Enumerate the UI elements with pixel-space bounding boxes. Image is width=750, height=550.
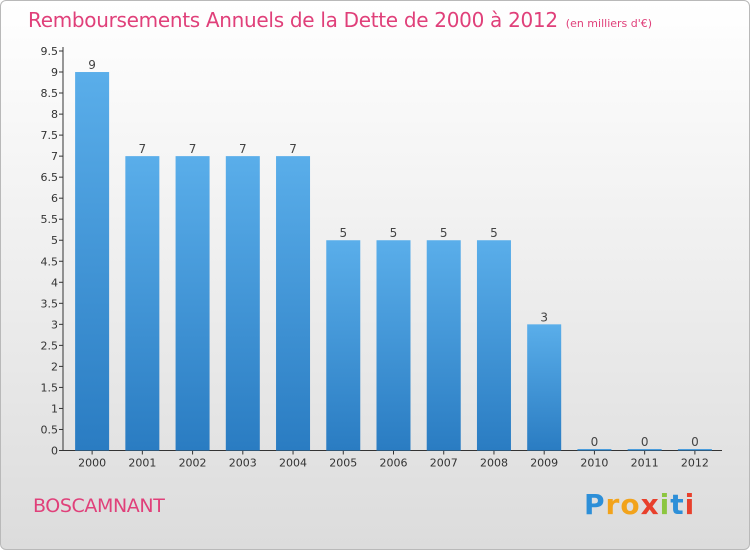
y-tick-label: 9 xyxy=(51,66,58,79)
y-tick-label: 3.5 xyxy=(41,297,59,310)
bar xyxy=(476,240,511,451)
data-label: 9 xyxy=(88,58,96,72)
bar xyxy=(376,240,411,451)
data-label: 3 xyxy=(540,310,548,324)
y-tick-label: 5 xyxy=(51,234,58,247)
data-label: 5 xyxy=(440,226,448,240)
x-tick-label: 2005 xyxy=(329,457,357,470)
y-tick-label: 7 xyxy=(51,150,58,163)
logo-letter: o xyxy=(620,488,641,521)
x-tick-label: 2004 xyxy=(279,457,307,470)
data-label: 7 xyxy=(189,142,197,156)
logo-letter: r xyxy=(605,488,621,521)
x-tick-label: 2000 xyxy=(78,457,106,470)
bar xyxy=(175,156,210,451)
y-tick-label: 5.5 xyxy=(41,213,59,226)
chart-title-text: Remboursements Annuels de la Dette de 20… xyxy=(28,8,558,32)
data-label: 5 xyxy=(490,226,498,240)
data-label: 7 xyxy=(289,142,297,156)
x-tick-label: 2012 xyxy=(681,457,709,470)
y-tick-label: 4.5 xyxy=(41,255,59,268)
logo-letter: t xyxy=(670,488,685,521)
bar xyxy=(326,240,361,451)
y-tick-label: 8 xyxy=(51,108,58,121)
y-tick-label: 7.5 xyxy=(41,129,59,142)
x-tick-label: 2009 xyxy=(530,457,558,470)
chart-title: Remboursements Annuels de la Dette de 20… xyxy=(28,8,652,32)
y-tick-label: 8.5 xyxy=(41,87,59,100)
logo-letter: P xyxy=(584,488,606,521)
y-tick-label: 3 xyxy=(51,318,58,331)
data-label: 0 xyxy=(591,435,599,449)
data-label: 5 xyxy=(339,226,347,240)
y-tick-label: 6.5 xyxy=(41,171,59,184)
logo-letter: i xyxy=(684,488,696,521)
logo-letter: i xyxy=(659,488,671,521)
data-label: 0 xyxy=(641,435,649,449)
y-tick-label: 0.5 xyxy=(41,423,59,436)
x-tick-label: 2006 xyxy=(380,457,408,470)
bar xyxy=(75,72,110,451)
x-tick-label: 2011 xyxy=(631,457,659,470)
x-tick-label: 2008 xyxy=(480,457,508,470)
y-tick-label: 4 xyxy=(51,276,58,289)
y-tick-label: 2 xyxy=(51,360,58,373)
data-label: 7 xyxy=(139,142,147,156)
x-tick-label: 2002 xyxy=(179,457,207,470)
y-tick-label: 2.5 xyxy=(41,339,59,352)
x-tick-label: 2010 xyxy=(580,457,608,470)
data-label: 5 xyxy=(390,226,398,240)
unit-label: (en milliers d'€) xyxy=(565,17,653,30)
bar xyxy=(627,449,662,451)
y-tick-label: 6 xyxy=(51,192,58,205)
bar xyxy=(577,449,612,451)
data-label: 7 xyxy=(239,142,247,156)
y-tick-label: 1 xyxy=(51,402,58,415)
logo-letter: x xyxy=(640,488,660,521)
y-tick-label: 0 xyxy=(51,445,58,458)
bar xyxy=(125,156,160,451)
y-tick-label: 1.5 xyxy=(41,381,59,394)
data-label: 0 xyxy=(691,435,699,449)
x-tick-label: 2003 xyxy=(229,457,257,470)
bar xyxy=(276,156,311,451)
x-tick-label: 2001 xyxy=(128,457,156,470)
proxiti-logo: Proxiti xyxy=(584,488,695,521)
y-tick-label: 9.5 xyxy=(41,45,59,58)
commune-name: BOSCAMNANT xyxy=(33,495,165,517)
bar xyxy=(677,449,712,451)
bar xyxy=(426,240,461,451)
bar xyxy=(527,324,562,451)
bar xyxy=(225,156,260,451)
x-tick-label: 2007 xyxy=(430,457,458,470)
